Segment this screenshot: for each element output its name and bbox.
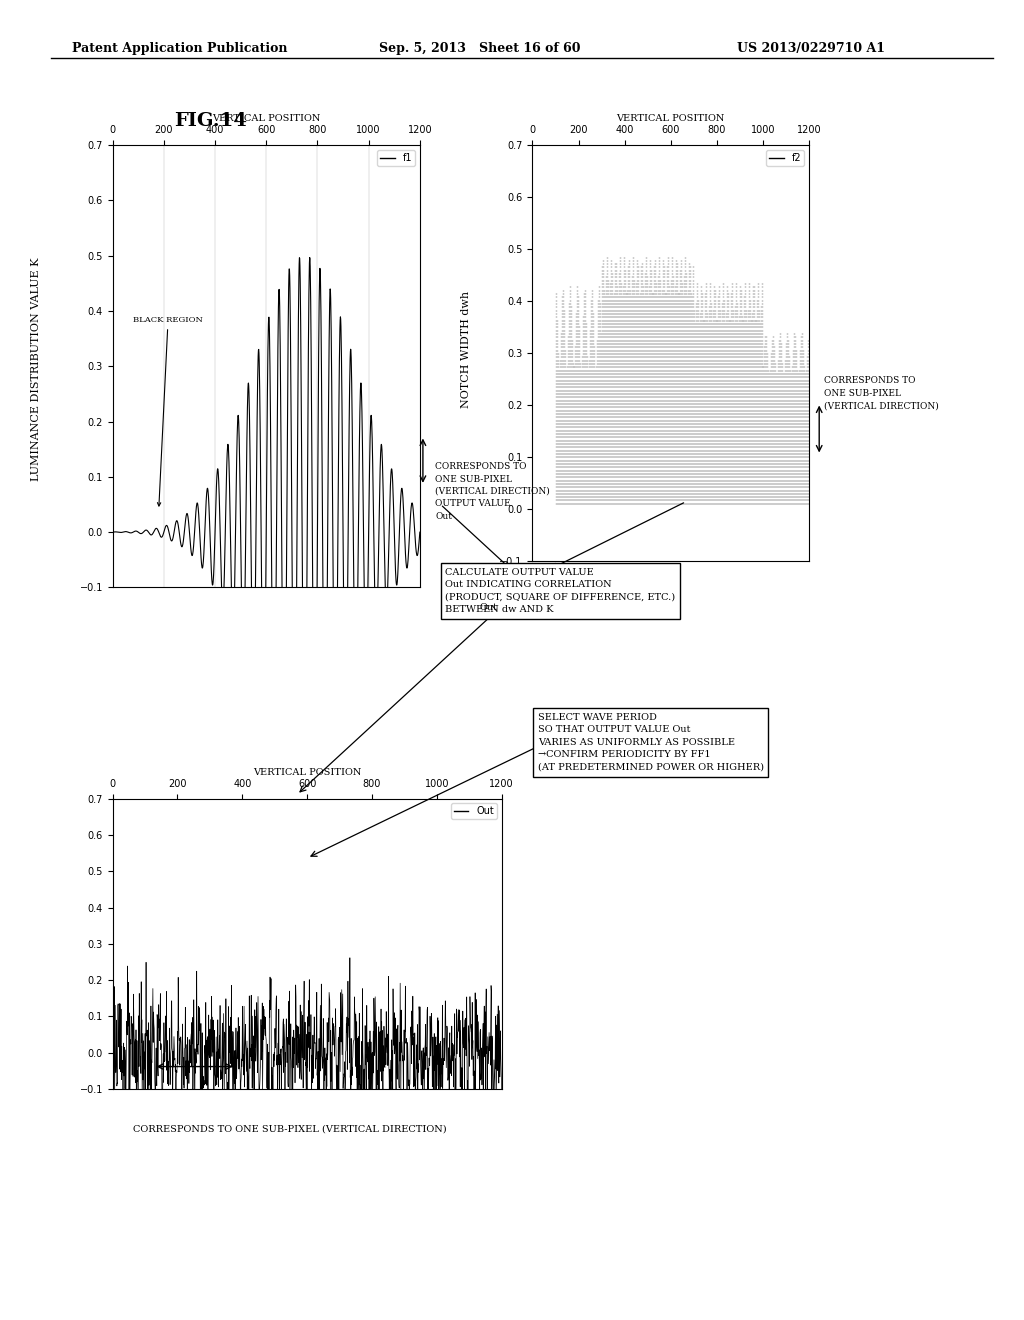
X-axis label: VERTICAL POSITION: VERTICAL POSITION [212, 115, 321, 123]
Text: SELECT WAVE PERIOD
SO THAT OUTPUT VALUE Out
VARIES AS UNIFORMLY AS POSSIBLE
→CON: SELECT WAVE PERIOD SO THAT OUTPUT VALUE … [538, 713, 764, 772]
Text: CORRESPONDS TO
ONE SUB-PIXEL
(VERTICAL DIRECTION): CORRESPONDS TO ONE SUB-PIXEL (VERTICAL D… [824, 376, 939, 411]
Text: LUMINANCE DISTRIBUTION VALUE K: LUMINANCE DISTRIBUTION VALUE K [31, 257, 41, 482]
Text: BLACK REGION: BLACK REGION [133, 315, 203, 506]
Text: Sep. 5, 2013   Sheet 16 of 60: Sep. 5, 2013 Sheet 16 of 60 [379, 42, 581, 55]
X-axis label: VERTICAL POSITION: VERTICAL POSITION [253, 768, 361, 776]
Text: CORRESPONDS TO
ONE SUB-PIXEL
(VERTICAL DIRECTION)
OUTPUT VALUE
Out: CORRESPONDS TO ONE SUB-PIXEL (VERTICAL D… [435, 462, 550, 521]
Text: CORRESPONDS TO ONE SUB-PIXEL (VERTICAL DIRECTION): CORRESPONDS TO ONE SUB-PIXEL (VERTICAL D… [133, 1125, 446, 1134]
Legend: Out: Out [451, 804, 497, 820]
Text: FIG.14: FIG.14 [174, 112, 247, 131]
Text: Patent Application Publication: Patent Application Publication [72, 42, 287, 55]
Text: NOTCH WIDTH dwh: NOTCH WIDTH dwh [461, 292, 471, 408]
Text: CALCULATE OUTPUT VALUE
Out INDICATING CORRELATION
(PRODUCT, SQUARE OF DIFFERENCE: CALCULATE OUTPUT VALUE Out INDICATING CO… [445, 568, 676, 614]
Text: US 2013/0229710 A1: US 2013/0229710 A1 [737, 42, 886, 55]
X-axis label: VERTICAL POSITION: VERTICAL POSITION [616, 115, 725, 123]
Text: Out: Out [479, 603, 498, 612]
Legend: f2: f2 [766, 150, 804, 166]
Legend: f1: f1 [377, 150, 415, 166]
